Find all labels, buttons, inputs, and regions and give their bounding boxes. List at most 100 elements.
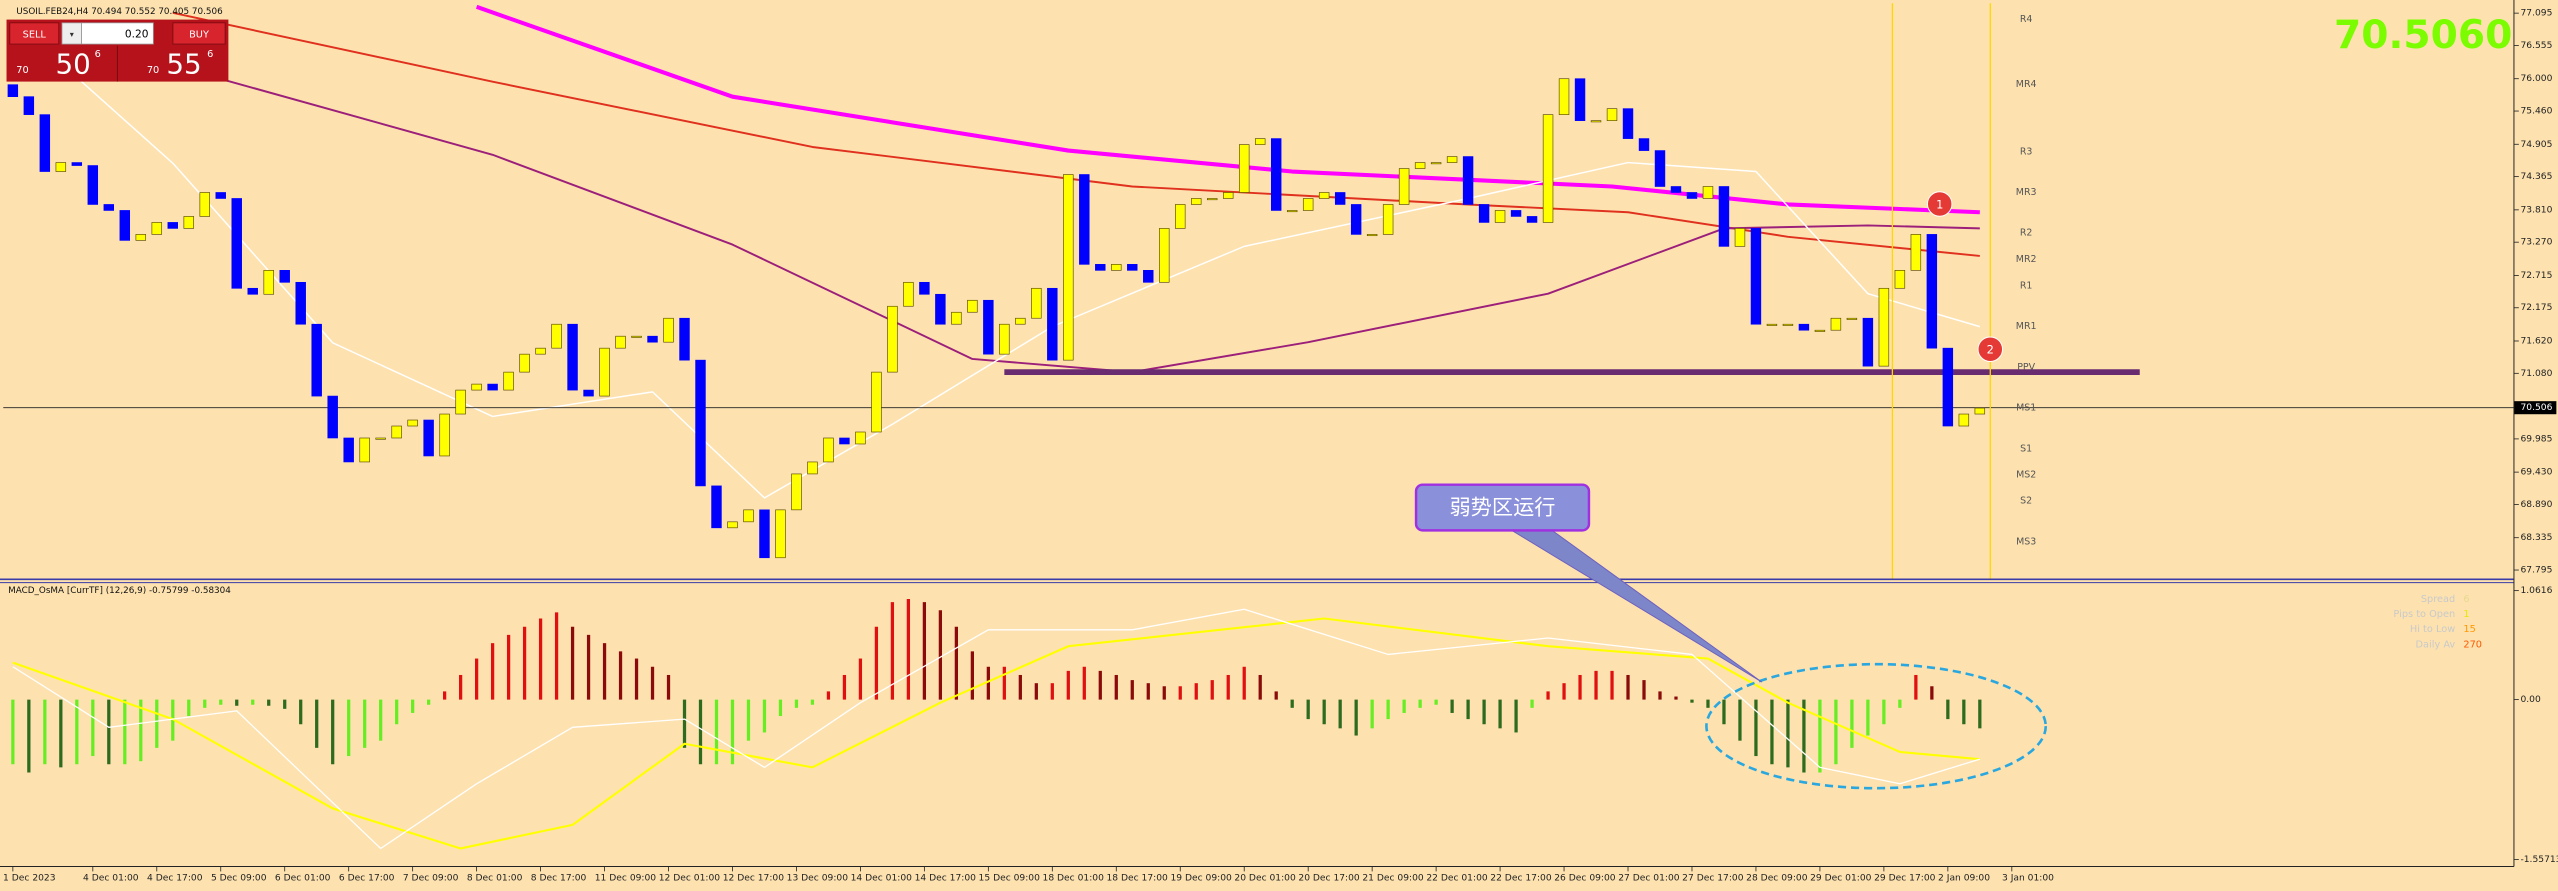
y-tick-label: 69.430 bbox=[2520, 468, 2552, 478]
info-value: 1 bbox=[2463, 609, 2469, 620]
candle-body bbox=[711, 485, 722, 529]
candle-body bbox=[311, 323, 322, 397]
x-tick-label: 29 Dec 17:00 bbox=[1874, 873, 1936, 883]
candle-body bbox=[1574, 78, 1586, 121]
x-tick-label: 15 Dec 09:00 bbox=[979, 873, 1041, 883]
candle-body bbox=[615, 335, 626, 349]
candle-body bbox=[487, 383, 498, 391]
y-tick-label: 1.0616 bbox=[2520, 586, 2552, 596]
candle-body bbox=[1191, 198, 1202, 205]
x-tick-label: 29 Dec 01:00 bbox=[1810, 873, 1872, 883]
pivot-label: MS3 bbox=[2016, 537, 2036, 548]
candle-body bbox=[1462, 156, 1474, 205]
candle-body bbox=[919, 281, 930, 295]
info-label: Pips to Open bbox=[2393, 609, 2455, 620]
candle-body bbox=[295, 281, 306, 325]
candle-body bbox=[199, 192, 210, 217]
candle-body bbox=[503, 371, 514, 391]
pivot-label: R4 bbox=[2020, 14, 2033, 25]
candle-body bbox=[823, 437, 834, 463]
candle-body bbox=[1926, 234, 1938, 349]
candle-body bbox=[1510, 210, 1522, 217]
candle-body bbox=[1654, 150, 1666, 187]
x-tick-label: 8 Dec 01:00 bbox=[467, 873, 523, 883]
candle-body bbox=[1095, 264, 1106, 271]
x-tick-label: 18 Dec 01:00 bbox=[1043, 873, 1105, 883]
plot-layer: 77.095 76.555 76.000 75.460 74.905 74.365 73.8… bbox=[3, 4, 2558, 883]
candle-body bbox=[791, 473, 802, 511]
x-tick-label: 28 Dec 09:00 bbox=[1746, 873, 1808, 883]
x-tick-label: 8 Dec 17:00 bbox=[531, 873, 587, 883]
candle-body bbox=[87, 165, 99, 205]
candle-body bbox=[103, 204, 115, 211]
lot-input[interactable] bbox=[81, 22, 154, 45]
y-tick-label: 71.080 bbox=[2520, 369, 2552, 379]
x-tick-label: 12 Dec 01:00 bbox=[659, 873, 721, 883]
candle-body bbox=[391, 425, 402, 439]
indicator-line bbox=[172, 11, 1980, 257]
pivot-label: MR2 bbox=[2016, 254, 2037, 265]
x-tick-label: 12 Dec 17:00 bbox=[723, 873, 785, 883]
candle-body bbox=[343, 437, 354, 463]
x-tick-label: 4 Dec 01:00 bbox=[83, 873, 139, 883]
bid-suffix: 6 bbox=[95, 49, 101, 60]
candle-body bbox=[1862, 317, 1874, 367]
candle-body bbox=[855, 431, 866, 445]
candle-body bbox=[631, 335, 642, 338]
candle-body bbox=[519, 353, 530, 373]
candle-body bbox=[1718, 186, 1730, 247]
candle-body bbox=[1750, 228, 1762, 325]
candle-body bbox=[423, 419, 434, 457]
x-tick-label: 18 Dec 17:00 bbox=[1106, 873, 1168, 883]
buy-button[interactable] bbox=[172, 22, 226, 45]
x-tick-label: 22 Dec 01:00 bbox=[1426, 873, 1488, 883]
candle-body bbox=[1079, 174, 1090, 265]
y-tick-label: 71.620 bbox=[2520, 336, 2552, 346]
indicator-line bbox=[475, 4, 1980, 215]
candle-body bbox=[183, 216, 194, 229]
candle-body bbox=[215, 192, 226, 199]
candle-body bbox=[1526, 216, 1538, 223]
candle-body bbox=[1974, 407, 1986, 415]
candle-body bbox=[455, 389, 466, 415]
candle-body bbox=[1207, 198, 1218, 201]
ask-big: 55 bbox=[166, 47, 201, 80]
y-tick-label: 72.715 bbox=[2520, 271, 2552, 281]
price-display: 70.5060 bbox=[2334, 13, 2512, 58]
candle-body bbox=[1366, 234, 1378, 237]
candle-body bbox=[1494, 210, 1506, 223]
x-tick-label: 22 Dec 17:00 bbox=[1490, 873, 1552, 883]
candle-body bbox=[247, 287, 258, 295]
indicator-line bbox=[44, 48, 1981, 499]
pivot-label: R2 bbox=[2020, 228, 2033, 239]
candle-body bbox=[151, 222, 163, 235]
candle-body bbox=[727, 521, 738, 529]
candle-body bbox=[23, 96, 35, 115]
pivot-label: R1 bbox=[2020, 280, 2033, 291]
candle-body bbox=[551, 323, 562, 349]
y-tick-label: 69.985 bbox=[2520, 434, 2552, 444]
candle-body bbox=[1894, 270, 1906, 289]
x-tick-label: 4 Dec 17:00 bbox=[147, 873, 203, 883]
x-tick-label: 14 Dec 17:00 bbox=[915, 873, 977, 883]
candle-body bbox=[375, 437, 386, 440]
candle-body bbox=[1063, 174, 1074, 361]
candle-body bbox=[1670, 186, 1682, 193]
candle-body bbox=[887, 305, 898, 373]
chart-title: USOIL.FEB24,H4 70.494 70.552 70.405 70.5… bbox=[16, 7, 223, 17]
candle-body bbox=[1478, 204, 1490, 223]
info-label: Daily Av bbox=[2416, 639, 2456, 650]
annotation-layer: 弱势区运行 1 2 bbox=[1414, 191, 2048, 790]
info-label: Hi to Low bbox=[2410, 624, 2455, 635]
ask-prefix: 70 bbox=[147, 65, 159, 76]
candle-body bbox=[1159, 228, 1170, 283]
y-tick-label: 73.810 bbox=[2520, 205, 2552, 215]
candle-body bbox=[471, 383, 482, 391]
candle-body bbox=[1286, 210, 1298, 213]
candle-body bbox=[1111, 264, 1122, 271]
x-tick-label: 1 Dec 2023 bbox=[3, 873, 56, 883]
x-tick-label: 14 Dec 01:00 bbox=[851, 873, 913, 883]
sell-button[interactable] bbox=[9, 22, 60, 45]
candle-body bbox=[1590, 120, 1602, 123]
pivot-label: S2 bbox=[2020, 495, 2032, 506]
